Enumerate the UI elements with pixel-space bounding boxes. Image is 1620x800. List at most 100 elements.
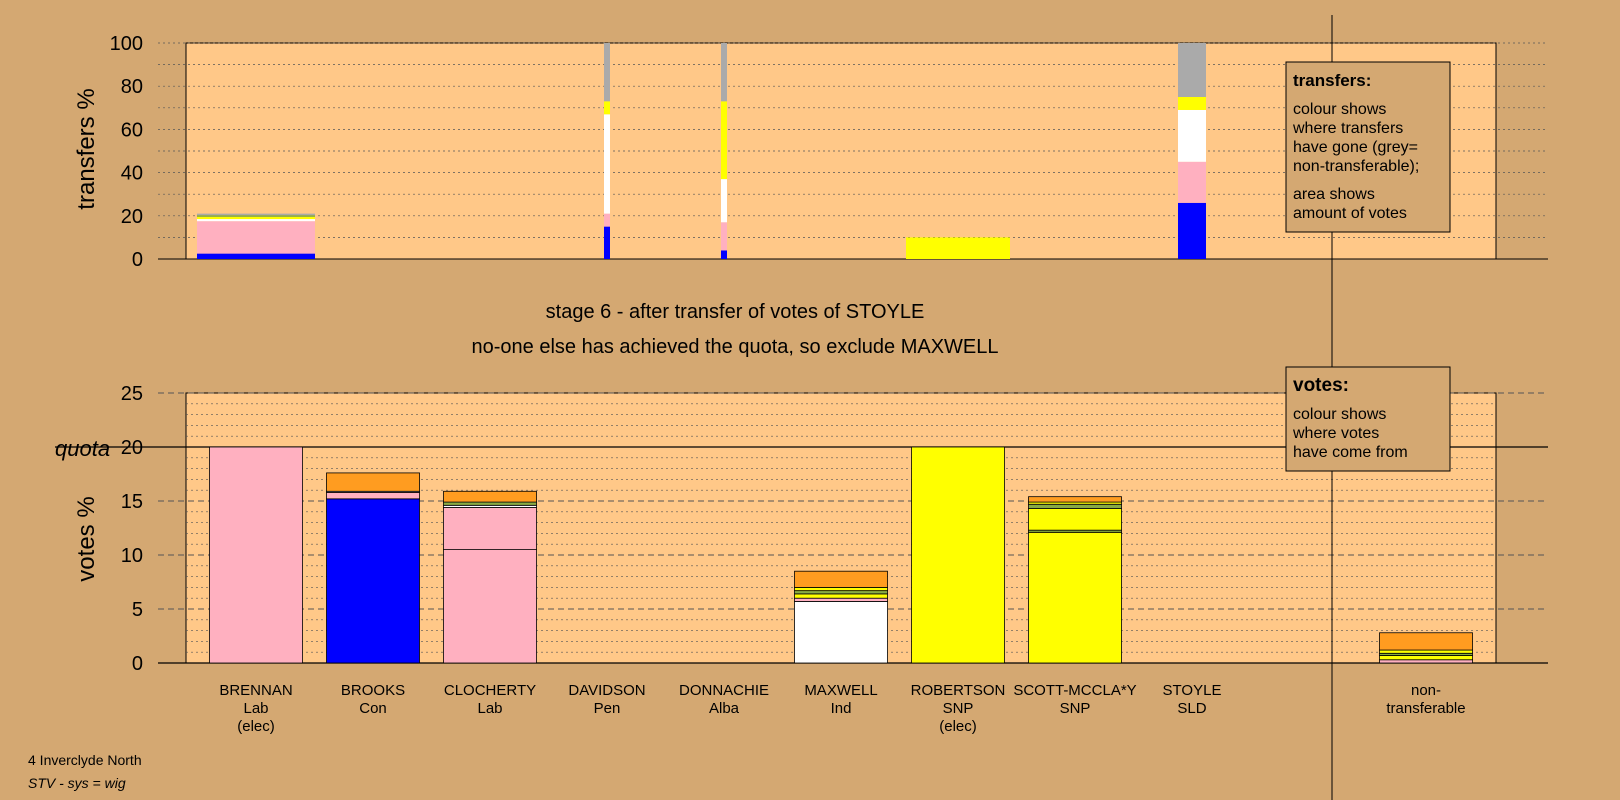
vote-segment-snp xyxy=(1379,649,1473,654)
vote-segment-orange xyxy=(1379,632,1473,651)
transfers-legend-line: area shows xyxy=(1293,186,1375,203)
transfers-gridlines xyxy=(158,42,1548,260)
vote-segment-lab xyxy=(443,549,537,664)
candidate-label: Con xyxy=(359,700,387,717)
vote-segment-orange xyxy=(326,472,420,492)
quota-label: quota xyxy=(55,436,110,461)
transfer-segment-con xyxy=(197,253,315,259)
candidate-label: CLOCHERTY xyxy=(444,682,536,699)
transfer-segment-grey xyxy=(197,213,315,216)
transfer-segment-grey xyxy=(1178,43,1206,97)
footer-system: STV - sys = wig xyxy=(28,775,126,791)
candidate-label: Lab xyxy=(477,700,502,717)
vote-segment-snp xyxy=(794,587,888,592)
vote-segment-orange xyxy=(794,570,888,588)
vote-segment-lab xyxy=(794,597,888,602)
candidate-label: DAVIDSON xyxy=(568,682,645,699)
votes-legend-line: where votes xyxy=(1292,425,1379,442)
transfers-legend-line: have gone (grey= xyxy=(1293,139,1418,156)
transfers-legend-line: where transfers xyxy=(1292,120,1403,137)
candidate-label: STOYLE xyxy=(1163,682,1222,699)
transfer-segment-lab xyxy=(197,221,315,254)
candidate-label: (elec) xyxy=(939,718,977,735)
transfer-segment-ind xyxy=(197,219,315,222)
candidate-label: SNP xyxy=(1060,700,1091,717)
vote-segment-lab xyxy=(209,446,303,664)
candidate-label: DONNACHIE xyxy=(679,682,769,699)
vote-segment-green xyxy=(443,501,537,506)
votes-tick-label: 25 xyxy=(121,383,143,405)
transfer-segment-snp xyxy=(721,101,727,180)
vote-segment-lab xyxy=(1379,659,1473,664)
votes-legend-title: votes: xyxy=(1293,375,1349,396)
transfer-segment-grey xyxy=(721,43,727,102)
votes-y-axis-label: votes % xyxy=(73,496,100,581)
candidate-label: SLD xyxy=(1177,700,1206,717)
vote-segment-snp xyxy=(911,446,1005,664)
votes-legend-box xyxy=(1285,366,1451,472)
votes-tick-label: 20 xyxy=(121,437,143,459)
transfers-legend-line: amount of votes xyxy=(1293,205,1407,222)
votes-tick-label: 0 xyxy=(132,653,143,675)
stage-title: stage 6 - after transfer of votes of STO… xyxy=(546,301,925,323)
transfer-segment-ind xyxy=(604,114,610,214)
transfer-segment-lab xyxy=(721,222,727,251)
transfers-y-ticks: 0 20 40 60 80 100 xyxy=(110,33,143,271)
transfer-segment-ind xyxy=(1178,109,1206,162)
vote-segment-snp xyxy=(1379,655,1473,661)
transfers-legend-line: colour shows xyxy=(1293,101,1386,118)
transfer-segment-grey xyxy=(604,43,610,102)
transfers-tick-label: 60 xyxy=(121,119,143,141)
candidate-label: non- xyxy=(1411,682,1441,699)
vote-segment-snp xyxy=(1028,508,1122,531)
transfers-y-axis-label: transfers % xyxy=(73,88,100,209)
transfers-bars xyxy=(197,43,1206,259)
transfer-segment-snp xyxy=(1178,97,1206,110)
vote-segment-green xyxy=(794,590,888,595)
candidate-label: Pen xyxy=(594,700,621,717)
stage-note: no-one else has achieved the quota, so e… xyxy=(472,336,999,358)
vote-segment-lab xyxy=(443,507,537,551)
vote-segment-ind xyxy=(794,601,888,664)
candidate-label: Ind xyxy=(831,700,852,717)
candidate-label: SNP xyxy=(943,700,974,717)
transfers-legend-box xyxy=(1285,61,1451,233)
candidate-label: Alba xyxy=(709,700,740,717)
votes-y-ticks: 0 5 10 15 20 25 xyxy=(121,383,143,675)
vote-segment-snp xyxy=(794,593,888,599)
vote-segment-orange xyxy=(1028,496,1122,503)
transfers-tick-label: 100 xyxy=(110,33,143,55)
candidate-label: Lab xyxy=(243,700,268,717)
votes-bars xyxy=(209,446,1473,664)
candidate-label: ROBERTSON xyxy=(911,682,1006,699)
transfer-segment-snp xyxy=(604,101,610,115)
votes-tick-label: 10 xyxy=(121,545,143,567)
vote-segment-orange xyxy=(443,490,537,503)
candidate-label: MAXWELL xyxy=(804,682,877,699)
candidate-label: transferable xyxy=(1386,700,1465,717)
transfers-tick-label: 40 xyxy=(121,163,143,185)
vote-segment-lab xyxy=(326,491,420,500)
transfers-legend-line: non-transferable); xyxy=(1293,158,1419,175)
transfers-legend-title: transfers: xyxy=(1293,71,1371,90)
transfer-segment-con xyxy=(604,226,610,259)
candidate-label: BRENNAN xyxy=(219,682,292,699)
transfers-tick-label: 0 xyxy=(132,249,143,271)
votes-legend-line: have come from xyxy=(1293,444,1408,461)
transfer-segment-snp xyxy=(906,237,1010,259)
candidate-label: (elec) xyxy=(237,718,275,735)
votes-tick-label: 15 xyxy=(121,491,143,513)
transfers-tick-label: 20 xyxy=(121,206,143,228)
vote-segment-green xyxy=(1028,503,1122,509)
candidate-label: SCOTT-MCCLA*Y xyxy=(1013,682,1136,699)
votes-tick-label: 5 xyxy=(132,599,143,621)
transfers-legend: transfers: colour shows where transfers … xyxy=(1285,61,1451,233)
transfer-segment-snp xyxy=(197,216,315,220)
transfer-segment-ind xyxy=(721,179,727,223)
transfer-segment-green xyxy=(197,215,315,217)
transfer-segment-con xyxy=(721,250,727,259)
candidate-label: BROOKS xyxy=(341,682,405,699)
transfer-segment-con xyxy=(1178,202,1206,259)
transfer-segment-lab xyxy=(604,213,610,227)
